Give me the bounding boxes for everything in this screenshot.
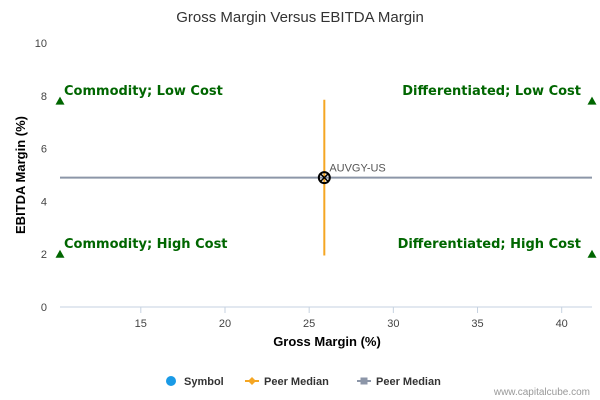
y-axis-title: EBITDA Margin (%) (13, 116, 28, 234)
y-tick-label: 10 (35, 38, 47, 50)
x-tick-label: 35 (471, 318, 483, 330)
x-tick-label: 15 (135, 318, 147, 330)
quadrant-label: Differentiated; Low Cost (402, 84, 581, 99)
x-tick-label: 20 (219, 318, 231, 330)
x-tick-label: 40 (556, 318, 568, 330)
quadrant-marker (587, 96, 597, 105)
y-tick-label: 8 (41, 91, 47, 103)
x-axis-title: Gross Margin (%) (273, 334, 381, 349)
quadrant-marker (55, 96, 65, 105)
legend-item-label: Peer Median (264, 376, 329, 388)
chart-title: Gross Margin Versus EBITDA Margin (176, 9, 424, 26)
legend-item-label: Symbol (184, 376, 224, 388)
legend-square-icon (360, 377, 368, 385)
legend-symbol-icon (166, 376, 176, 386)
x-tick-label: 25 (303, 318, 315, 330)
plot-area: 15 20 25 30 35 40 0 2 4 6 8 10 Commodity; Low Cost Di… (35, 38, 597, 330)
legend-diamond-icon (248, 377, 256, 385)
legend: Symbol Peer Median Peer Median (166, 376, 441, 388)
x-tick-label: 30 (387, 318, 399, 330)
quadrant-marker (587, 249, 597, 258)
quadrant-marker (55, 249, 65, 258)
quadrant-label: Commodity; High Cost (64, 237, 228, 252)
data-point-cross (320, 173, 329, 182)
y-tick-label: 2 (41, 249, 47, 261)
quadrant-label: Commodity; Low Cost (64, 84, 223, 99)
y-tick-label: 0 (41, 302, 47, 314)
data-point-label: AUVGY-US (329, 163, 385, 175)
y-tick-label: 6 (41, 144, 47, 156)
legend-item-label: Peer Median (376, 376, 441, 388)
quadrant-label: Differentiated; High Cost (398, 237, 581, 252)
credit-text: www.capitalcube.com (493, 387, 590, 398)
data-point (317, 171, 331, 185)
y-tick-label: 4 (41, 196, 47, 208)
